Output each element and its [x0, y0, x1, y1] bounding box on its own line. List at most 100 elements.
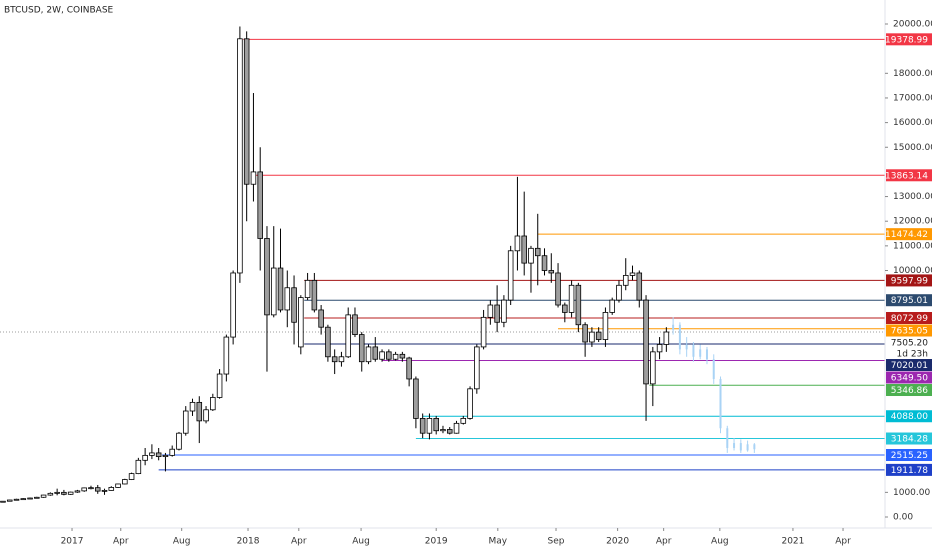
candle-body — [216, 373, 223, 398]
projection-body — [672, 324, 675, 330]
plot-area — [0, 26, 885, 503]
candle-body — [176, 432, 182, 450]
candle-body — [284, 287, 291, 311]
candle-body — [419, 418, 426, 434]
candle-body — [270, 267, 277, 316]
candle-body — [318, 309, 324, 328]
level-label-box — [886, 169, 932, 182]
candle-body — [582, 324, 588, 343]
level-label: 8072.99 — [891, 314, 928, 324]
y-tick-label: 13000.00 — [893, 192, 932, 202]
chart-title: BTCUSD, 2W, COINBASE — [4, 6, 114, 16]
projection-body — [678, 324, 681, 350]
y-tick-label: 1000.00 — [893, 488, 930, 498]
x-tick-label: 2019 — [425, 537, 448, 547]
x-tick-label: Apr — [291, 537, 307, 547]
candle-body — [298, 297, 304, 348]
candle-body — [122, 479, 128, 485]
candle-body — [243, 38, 250, 185]
candle-body — [182, 410, 189, 434]
projection-body — [685, 344, 688, 350]
candle-body — [74, 490, 81, 493]
level-label-box — [886, 228, 932, 241]
candle-body — [264, 238, 270, 316]
candle-body — [528, 247, 534, 264]
level-label: 19378.99 — [885, 35, 928, 45]
x-tick-label: May — [488, 537, 507, 547]
candle-body — [338, 356, 345, 363]
candle-body — [331, 356, 338, 363]
level-label-box — [886, 384, 932, 397]
candle-body — [108, 487, 115, 491]
candle-body — [379, 351, 385, 360]
candle-body — [413, 378, 419, 419]
y-tick-label: 0.00 — [893, 513, 913, 523]
candle-body — [507, 250, 514, 301]
candle-body — [460, 418, 467, 424]
candle-body — [237, 38, 243, 274]
candle-body — [446, 429, 453, 434]
candle-body — [54, 491, 60, 494]
candle-body — [203, 409, 209, 422]
candle-body — [568, 284, 575, 313]
last-price-label: 7505.20 — [891, 339, 928, 349]
candle-body — [142, 454, 148, 461]
candle-body — [453, 422, 460, 434]
candle-body — [358, 334, 365, 363]
candle-body — [34, 496, 40, 499]
level-label: 3184.28 — [891, 435, 928, 445]
candle-body — [0, 500, 6, 503]
level-label: 11474.42 — [885, 230, 928, 240]
candle-body — [135, 459, 142, 475]
x-tick-label: Apr — [656, 537, 672, 547]
candle-body — [230, 272, 236, 338]
projection-body — [719, 378, 722, 429]
candle-body — [223, 336, 230, 375]
candle-body — [277, 267, 284, 311]
candle-body — [392, 353, 399, 360]
candle-body — [595, 331, 602, 340]
candle-body — [196, 401, 203, 422]
candle-body — [47, 492, 54, 496]
candle-body — [501, 299, 507, 323]
y-tick-label: 15000.00 — [893, 143, 932, 153]
level-label: 13863.14 — [885, 171, 928, 181]
candle-body — [622, 275, 629, 286]
y-tick-label: 20000.00 — [893, 20, 932, 30]
level-label: 1911.78 — [891, 466, 928, 476]
candle-body — [365, 346, 372, 363]
candle-body — [636, 272, 643, 301]
projection-body — [712, 359, 715, 379]
candle-body — [643, 299, 649, 385]
candle-body — [548, 270, 555, 274]
projection-body — [739, 443, 742, 451]
candle-body — [440, 429, 446, 432]
x-tick-label: 2017 — [61, 537, 84, 547]
candle-body — [474, 346, 480, 390]
x-tick-label: Aug — [173, 537, 191, 547]
candle-body — [88, 487, 94, 490]
x-tick-label: 2021 — [781, 537, 804, 547]
level-label-box — [886, 432, 932, 445]
y-tick-label: 10000.00 — [893, 266, 932, 276]
candle-body — [250, 171, 257, 185]
candle-body — [61, 491, 67, 495]
candle-body — [372, 346, 379, 360]
candle-body — [406, 357, 412, 380]
candle-body — [6, 499, 13, 502]
candle-body — [650, 351, 656, 385]
countdown-label: 1d 23h — [897, 350, 928, 360]
candle-body — [399, 353, 406, 359]
candle-body — [210, 397, 216, 411]
candle-body — [94, 487, 101, 492]
candle-body — [128, 473, 135, 480]
level-label-box — [886, 33, 932, 46]
level-label-box — [886, 359, 932, 372]
candle-body — [541, 255, 548, 271]
candle-body — [155, 452, 162, 458]
candle-body — [609, 299, 615, 313]
candle-body — [162, 454, 169, 458]
x-tick-label: Apr — [835, 537, 851, 547]
